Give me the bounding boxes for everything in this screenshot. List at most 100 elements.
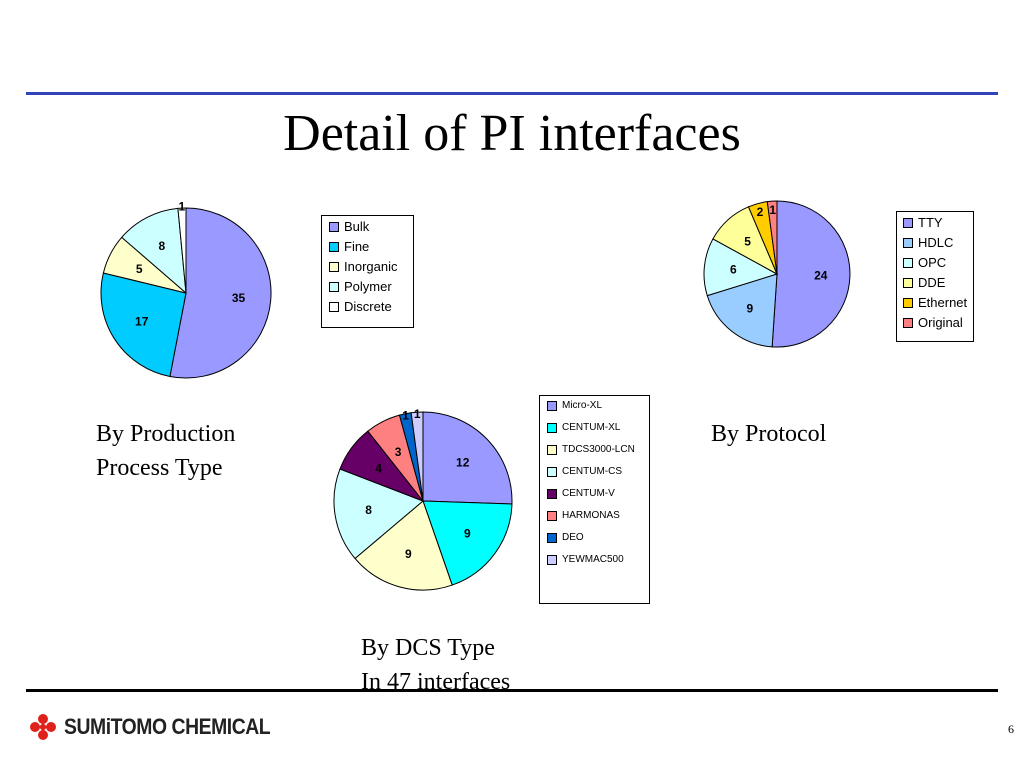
legend-label: YEWMAC500 (562, 554, 624, 565)
legend-swatch (903, 317, 913, 328)
dcs-legend: Micro-XL CENTUM-XL TDCS3000-LCN CENTUM-CS CE… (539, 395, 650, 604)
legend-label: Original (918, 315, 963, 330)
pie-data-label: 9 (405, 547, 412, 561)
legend-label: DDE (918, 275, 946, 290)
legend-label: Discrete (344, 299, 392, 314)
legend-label: Polymer (344, 279, 392, 294)
pie-data-label: 1 (179, 199, 186, 213)
legend-swatch (547, 554, 557, 565)
legend-item: YEWMAC500 (547, 554, 649, 565)
legend-label: TTY (918, 215, 943, 230)
pie-data-label: 24 (814, 269, 828, 283)
legend-label: CENTUM-V (562, 488, 615, 499)
pie-data-label: 1 (769, 203, 776, 217)
legend-swatch (329, 281, 339, 292)
legend-swatch (903, 237, 913, 248)
legend-label: Fine (344, 239, 370, 254)
caption-line: By Protocol (711, 421, 827, 447)
legend-label: CENTUM-XL (562, 422, 621, 433)
pie-slice-opc (703, 238, 779, 297)
legend-item: HDLC (903, 235, 973, 250)
caption-line: Process Type (96, 455, 223, 481)
pie-slice-tdcs3000-lcn (354, 500, 453, 591)
legend-swatch (329, 301, 339, 312)
legend-swatch (903, 297, 913, 308)
legend-item: TDCS3000-LCN (547, 444, 649, 455)
bottom-divider (26, 689, 998, 692)
pie-slice-hdlc (706, 273, 778, 348)
company-name: SUMiTOMO CHEMICAL (64, 714, 271, 739)
pie-data-label: 9 (464, 527, 471, 541)
legend-swatch (547, 444, 557, 455)
pie-data-label: 5 (744, 235, 751, 249)
pie-slice-centum-cs (333, 468, 424, 560)
production-pie-chart: 35 17 5 8 1 (100, 199, 272, 379)
dcs-pie-chart: 12 9 9 8 43 1 1 (333, 407, 513, 591)
legend-label: TDCS3000-LCN (562, 444, 635, 455)
caption-protocol: By Protocol (711, 417, 826, 451)
caption-production: By Production Process Type (96, 417, 235, 485)
legend-swatch (547, 400, 557, 411)
pie-data-label: 6 (730, 263, 737, 277)
legend-item: Original (903, 315, 973, 330)
legend-label: Micro-XL (562, 400, 603, 411)
caption-line: By DCS Type (361, 635, 495, 661)
pie-slice-tty (771, 200, 851, 348)
caption-line: By Production (96, 421, 236, 447)
legend-item: CENTUM-V (547, 488, 649, 499)
legend-item: DEO (547, 532, 649, 543)
legend-item: CENTUM-CS (547, 466, 649, 477)
legend-item: CENTUM-XL (547, 422, 649, 433)
legend-item: DDE (903, 275, 973, 290)
pie-slice-fine (100, 272, 187, 378)
legend-item: HARMONAS (547, 510, 649, 521)
legend-label: CENTUM-CS (562, 466, 622, 477)
pie-slice-bulk (169, 207, 272, 379)
pie-data-label: 3 (395, 445, 402, 459)
page-number: 6 (1008, 722, 1014, 736)
pie-data-label: 35 (232, 291, 246, 305)
pie-data-label: 5 (136, 262, 143, 276)
legend-label: HDLC (918, 235, 954, 250)
legend-label: Ethernet (918, 295, 968, 310)
legend-swatch (547, 510, 557, 521)
caption-line: In 47 interfaces (361, 669, 511, 695)
pie-slice-micro-xl (422, 411, 513, 505)
company-logo: SUMiTOMO CHEMICAL (28, 712, 298, 742)
legend-item: Bulk (329, 219, 413, 234)
legend-item: TTY (903, 215, 973, 230)
pie-slice-polymer (121, 207, 187, 295)
legend-swatch (903, 217, 913, 228)
legend-swatch (903, 257, 913, 268)
pie-data-label: 8 (159, 239, 166, 253)
pie-slice-discrete (177, 207, 187, 294)
pie-data-label: 1 (402, 409, 409, 423)
legend-item: Discrete (329, 299, 413, 314)
pie-data-label: 12 (456, 456, 470, 470)
legend-item: Fine (329, 239, 413, 254)
legend-item: Polymer (329, 279, 413, 294)
slide-title: Detail of PI interfaces (283, 105, 741, 162)
legend-item: Micro-XL (547, 400, 649, 411)
pie-data-label: 1 (414, 407, 421, 421)
legend-swatch (547, 422, 557, 433)
legend-swatch (903, 277, 913, 288)
protocol-pie-chart: 24 9 65 2 1 (703, 200, 851, 348)
pie-data-label: 4 (375, 461, 382, 475)
legend-swatch (329, 221, 339, 232)
pie-data-label: 17 (135, 315, 149, 329)
legend-label: OPC (918, 255, 947, 270)
pie-slice-original (766, 200, 778, 275)
legend-item: Ethernet (903, 295, 973, 310)
production-legend: Bulk Fine Inorganic Polymer Discrete (321, 215, 414, 328)
legend-label: Bulk (344, 219, 370, 234)
legend-label: Inorganic (344, 259, 398, 274)
legend-swatch (547, 532, 557, 543)
legend-swatch (547, 466, 557, 477)
legend-item: Inorganic (329, 259, 413, 274)
pie-data-label: 8 (365, 503, 372, 517)
legend-item: OPC (903, 255, 973, 270)
pie-data-label: 2 (757, 205, 764, 219)
legend-label: DEO (562, 532, 584, 543)
protocol-legend: TTY HDLC OPC DDE Ethernet Original (896, 211, 974, 342)
